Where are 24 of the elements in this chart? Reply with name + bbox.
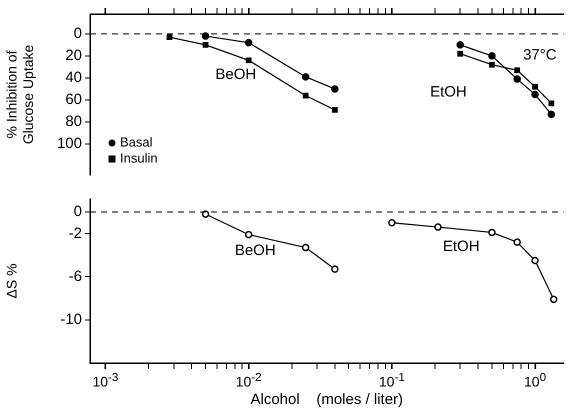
y-tick-label: -10 [60,310,82,329]
legend-label: Insulin [120,150,158,166]
annotation: EtOH [442,238,480,256]
x-tick-label: 10$^{0}$ [524,370,546,391]
annotation: BeOH [234,242,276,259]
y-tick-label: 0 [74,202,82,221]
x-tick-label: 10$^{-3}$ [92,370,118,391]
y-tick-label: 40 [65,68,82,87]
y-tick-label: 100 [56,135,82,154]
annotation: 37°C [523,46,557,64]
annotation: EtOH [430,84,467,101]
annotation: BeOH [215,66,256,83]
x-axis-title: Alcohol (moles / liter) [250,391,404,408]
y-axis-title: % Inhibition of Glucose Uptake [3,44,36,144]
legend-label: Basal [120,134,153,150]
y-tick-label: 0 [74,24,82,43]
x-tick-label: 10$^{-1}$ [378,370,405,391]
y-tick-label: -6 [68,268,82,286]
y-tick-label: 80 [65,113,82,132]
y-tick-label: -2 [68,224,82,243]
y-tick-label: 20 [65,46,82,65]
y-axis-title: ΔS % [3,263,20,299]
y-tick-label: 60 [65,91,82,109]
x-tick-label: 10$^{-2}$ [236,370,262,391]
